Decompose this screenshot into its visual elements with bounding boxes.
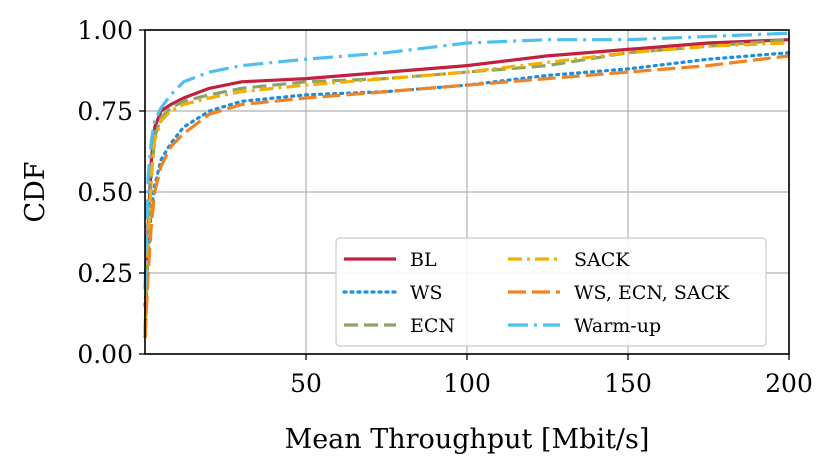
legend-label: Warm-up — [574, 315, 661, 337]
x-tick-label: 150 — [604, 369, 652, 398]
y-tick-label: 0.75 — [77, 97, 133, 126]
x-tick-label: 200 — [765, 369, 813, 398]
series-line-4 — [143, 54, 790, 338]
y-tick-label: 1.00 — [77, 16, 133, 45]
axis-ticks: 50 100 150 200 0.00 0.25 0.50 0.75 1.00 — [77, 16, 813, 398]
x-tick-label: 50 — [290, 369, 322, 398]
series-line-3 — [143, 41, 790, 338]
x-axis-label: Mean Throughput [Mbit/s] — [285, 424, 650, 455]
y-tick-label: 0.25 — [77, 259, 133, 288]
y-tick-label: 0.50 — [77, 178, 133, 207]
legend-label: WS, ECN, SACK — [574, 282, 730, 304]
legend-label: SACK — [574, 249, 630, 271]
legend-label: ECN — [410, 315, 455, 337]
legend-label: WS — [410, 282, 443, 304]
series-line-1 — [143, 51, 791, 307]
series-line-5 — [143, 31, 790, 290]
legend: BL WS ECN SACK WS, ECN, SACK Warm-up — [335, 237, 767, 347]
legend-box — [335, 237, 767, 347]
y-tick-label: 0.00 — [77, 340, 133, 369]
series-lines — [143, 31, 791, 338]
legend-label: BL — [410, 249, 437, 271]
x-tick-label: 100 — [443, 369, 491, 398]
y-axis-label: CDF — [20, 161, 51, 222]
